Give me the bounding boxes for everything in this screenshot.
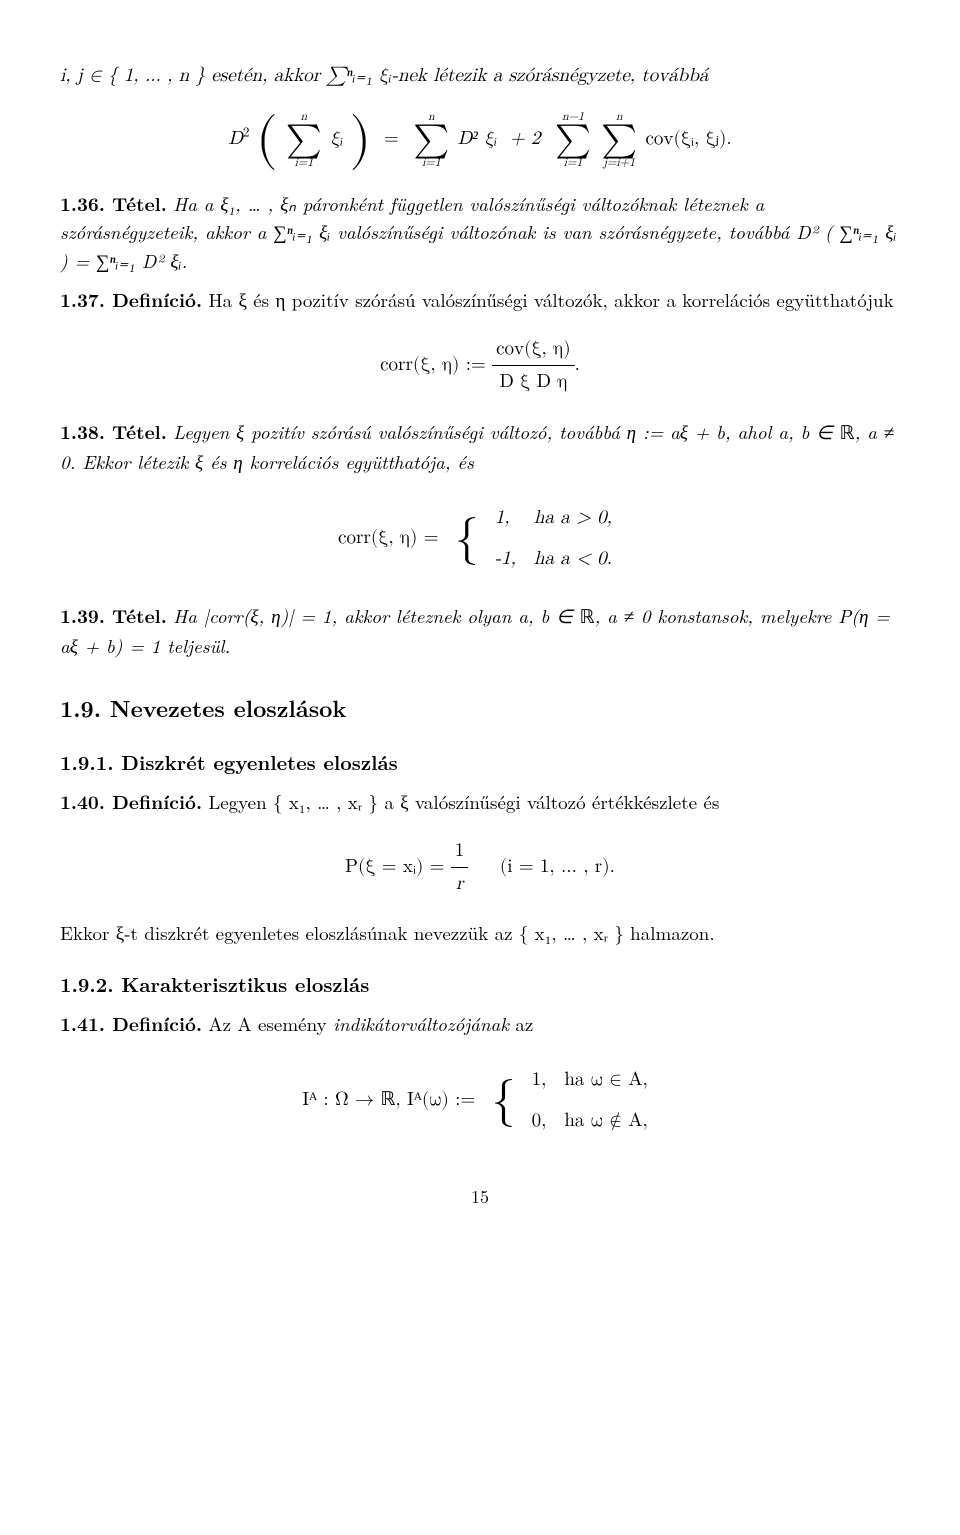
page-number: 15: [60, 1183, 900, 1210]
definition-1.40-after: Ekkor ξ-t diszkrét egyenletes eloszlásún…: [60, 919, 900, 948]
theorem-1.38: 1.38. Tétel. Legyen ξ pozitív szórású va…: [60, 417, 900, 477]
formula-corr-def: corr(ξ, η) := cov(ξ, η) D ξ D η .: [60, 335, 900, 397]
definition-1.41: 1.41. Definíció. Az A esemény indikátorv…: [60, 1009, 900, 1039]
theorem-1.39: 1.39. Tétel. Ha |corr(ξ, η)| = 1, akkor …: [60, 601, 900, 661]
formula-corr-cases: corr(ξ, η) = { 1, ha a > 0, -1, ha a < 0…: [60, 497, 900, 581]
section-1.9: 1.9. Nevezetes eloszlások: [60, 691, 900, 726]
subsection-1.9.2: 1.9.2. Karakterisztikus eloszlás: [60, 969, 900, 999]
opening-line: i, j ∈ { 1, … , n } esetén, akkor ∑ⁿᵢ₌₁ …: [60, 60, 900, 91]
formula-indicator: Iᴬ : Ω → ℝ, Iᴬ(ω) := { 1, ha ω ∈ A, 0, h…: [60, 1059, 900, 1143]
theorem-1.36: 1.36. Tétel. Ha a ξ₁, … , ξₙ páronként f…: [60, 189, 900, 276]
subsection-1.9.1: 1.9.1. Diszkrét egyenletes eloszlás: [60, 747, 900, 777]
formula-uniform: P(ξ = xᵢ) = 1 r (i = 1, … , r).: [60, 837, 900, 899]
definition-1.37: 1.37. Definíció. Ha ξ és η pozitív szórá…: [60, 285, 900, 315]
formula-variance-sum: D2 ( n∑i=1 ξᵢ ) = n∑i=1 D² ξᵢ + 2 n−1∑i=…: [60, 111, 900, 169]
definition-1.40: 1.40. Definíció. Legyen { x₁, … , xᵣ } a…: [60, 787, 900, 817]
